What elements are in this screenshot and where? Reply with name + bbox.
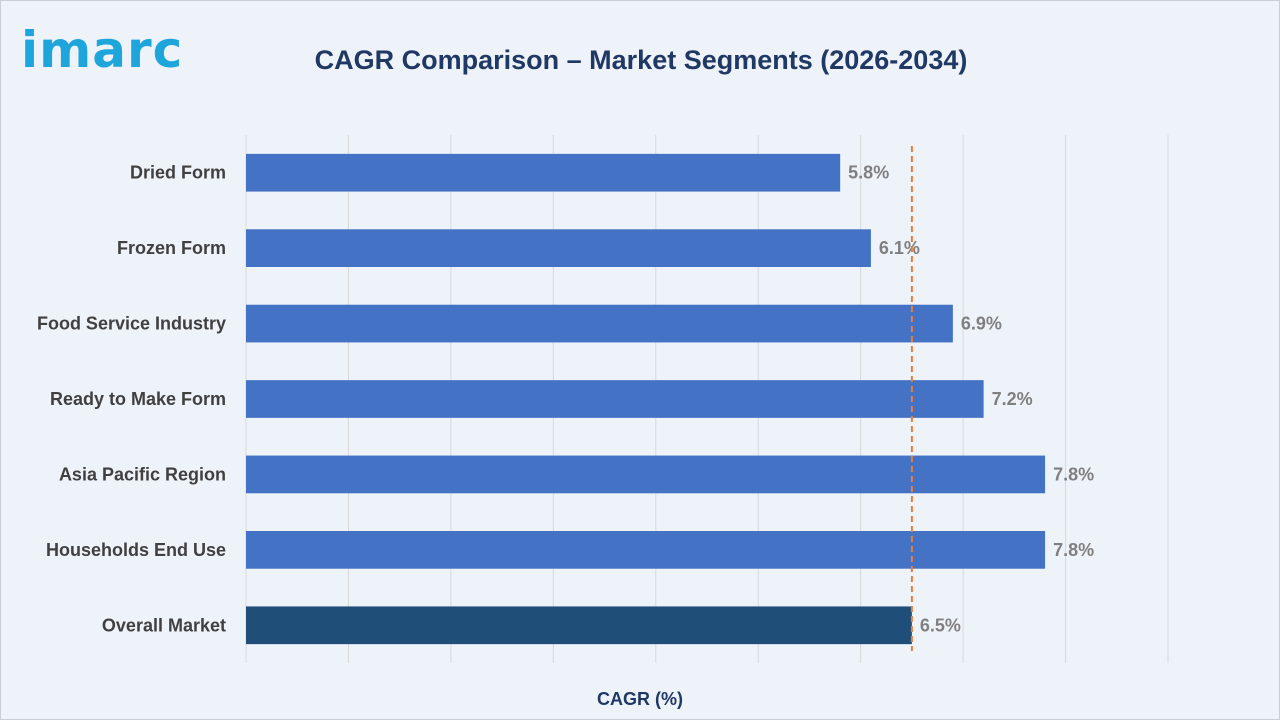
x-axis-title: CAGR (%) [597,689,683,709]
imarc-logo: imarc [21,21,184,79]
category-label: Asia Pacific Region [59,464,226,484]
data-label: 6.9% [961,314,1002,334]
bar-dried-form [246,153,841,192]
category-label: Frozen Form [117,238,226,258]
bars [246,153,1046,645]
category-labels: Dried Form Frozen Form Food Service Indust… [37,163,226,636]
data-label: 6.5% [920,615,961,635]
bar-asia-pacific-region [246,455,1046,494]
bar-food-service-industry [246,304,953,343]
bar-households-end-use [246,531,1046,569]
data-label: 7.8% [1053,464,1094,484]
category-label: Households End Use [46,540,226,560]
data-label: 6.1% [879,238,920,258]
category-label: Food Service Industry [37,314,226,334]
data-label: 5.8% [848,163,889,183]
bar-frozen-form [246,229,871,267]
data-label: 7.8% [1053,540,1094,560]
data-label: 7.2% [992,389,1033,409]
category-label: Ready to Make Form [50,389,226,409]
bar-ready-to-make-form [246,380,984,418]
value-labels: 5.8% 6.1% 6.9% 7.2% 7.8% 7.8% 6.5% [848,163,1094,636]
category-label: Overall Market [102,615,226,635]
category-label: Dried Form [130,163,226,183]
bar-overall-market [246,606,912,645]
chart-title: CAGR Comparison – Market Segments (2026-… [314,45,968,75]
